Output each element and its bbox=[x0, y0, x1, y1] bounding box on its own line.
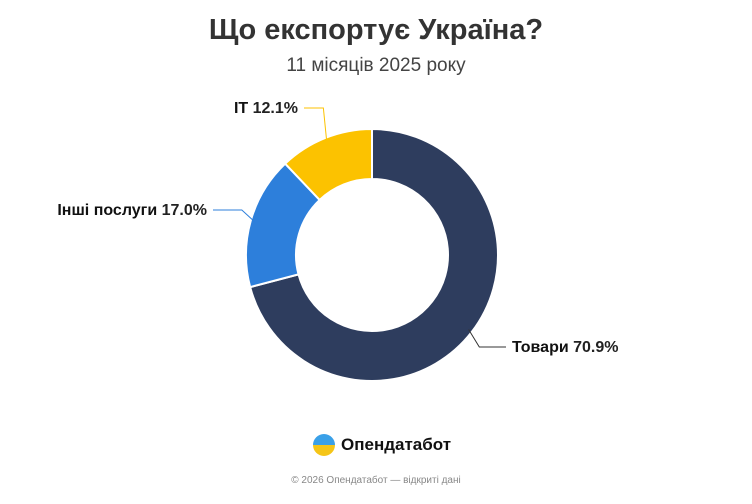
leader-line-1 bbox=[213, 209, 255, 223]
donut-slice-2 bbox=[283, 127, 373, 202]
data-label-2: IT 12.1% bbox=[234, 100, 298, 117]
opendatabot-logo-icon bbox=[313, 434, 335, 456]
brand-name: Опендатабот bbox=[341, 435, 452, 454]
chart-title: Що експортує Україна? bbox=[208, 14, 544, 46]
data-label-0: Товари 70.9% bbox=[512, 339, 619, 356]
data-label-1: Інші послуги 17.0% bbox=[57, 202, 207, 219]
chart-subtitle: 11 місяців 2025 року bbox=[286, 55, 466, 76]
leader-line-2 bbox=[304, 107, 328, 142]
footer-text: © 2026 Опендатабот — відкриті дані bbox=[291, 475, 461, 486]
donut-slice-0 bbox=[248, 127, 499, 382]
brand: Опендатабот bbox=[313, 434, 451, 456]
leader-line-0 bbox=[468, 329, 506, 348]
